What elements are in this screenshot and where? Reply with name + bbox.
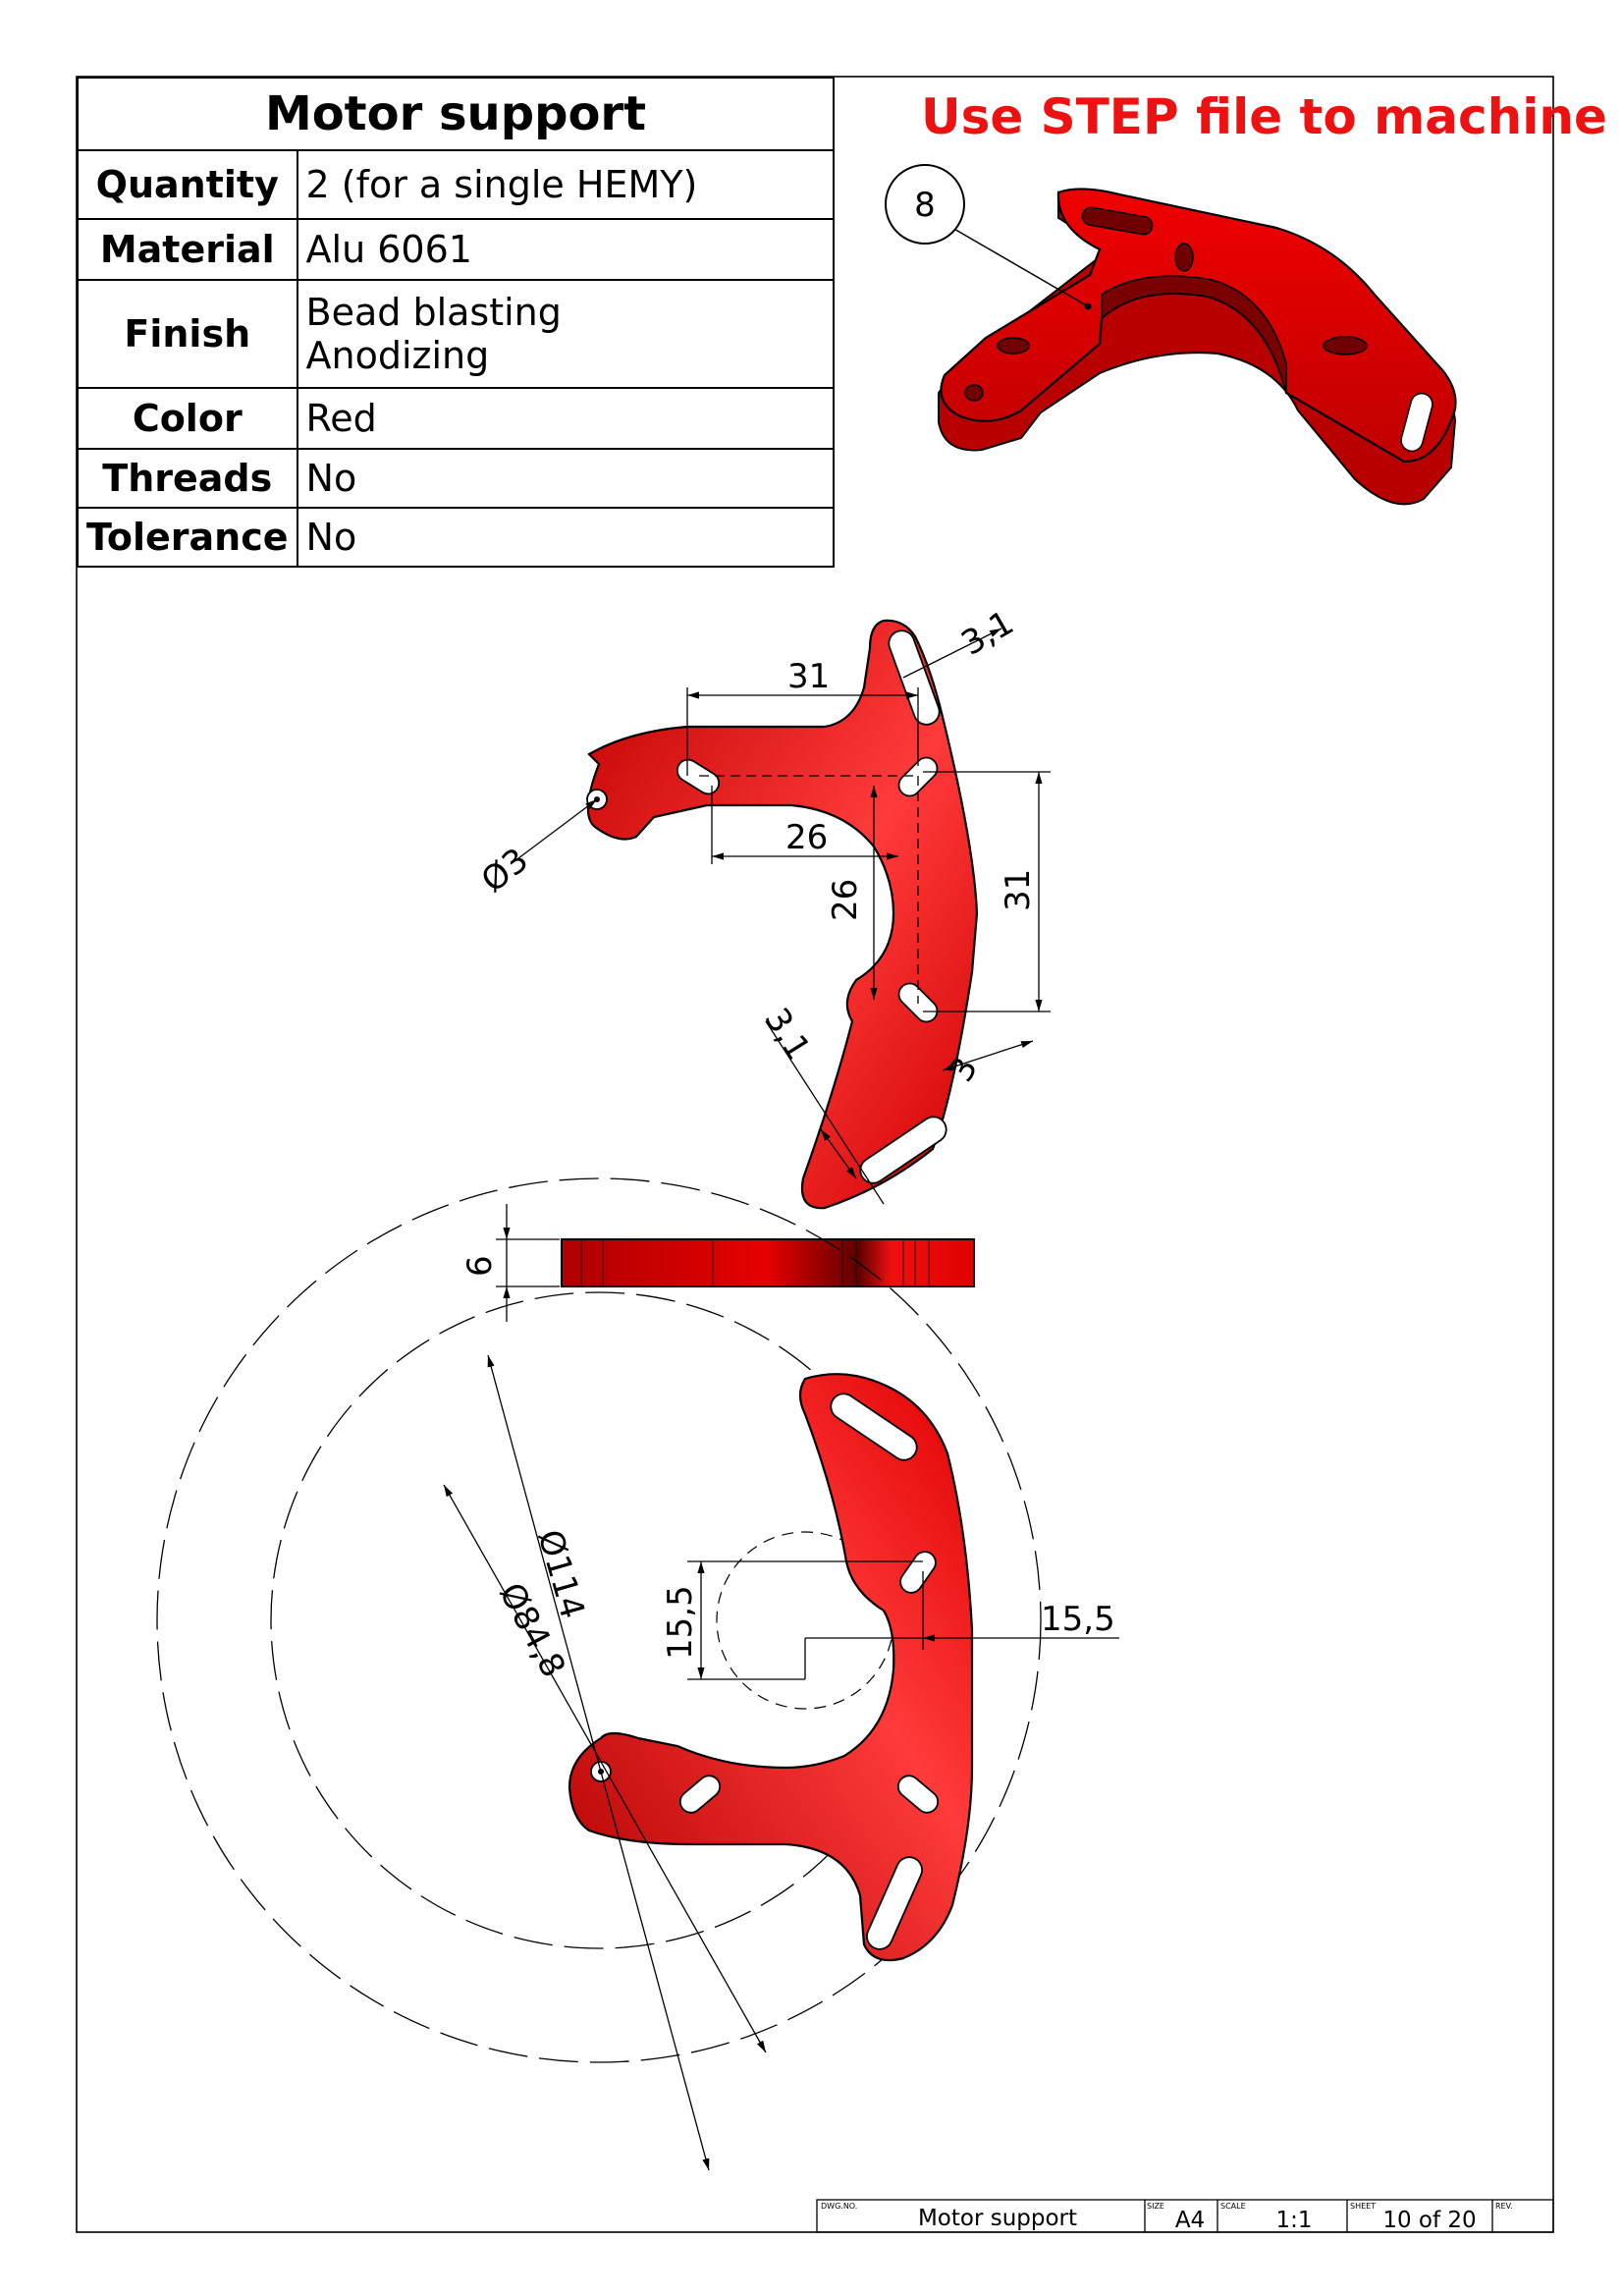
spec-val-color: Red [296,387,836,450]
dim-slot-offset-top: 3,1 [955,603,1021,664]
part-balloon [885,164,965,245]
side-view: 6 [460,1204,975,1322]
iso-view: 8 [885,164,1457,506]
spec-key-material: Material [77,218,298,281]
tb-scale: 1:1 [1275,2208,1312,2233]
spec-title: Motor support [77,77,835,151]
dim-inner-26-h: 26 [785,818,828,857]
dim-thickness: 6 [460,1255,500,1277]
top-view: 3,1 31 Ø3 26 26 31 3,1 3 [474,603,1051,1210]
balloon-number: 8 [914,186,936,225]
machining-note: Use STEP file to machine [921,88,1607,145]
spec-key-color: Color [77,387,298,450]
spec-val-quantity: 2 (for a single HEMY) [296,149,836,220]
tb-dwg-name: Motor support [918,2206,1077,2231]
dim-hole-dia: Ø3 [474,841,536,901]
dim-center-v: 15,5 [661,1585,700,1660]
spec-val-finish-1: Bead blasting [305,291,562,334]
top-view-dimensions [510,628,1051,1205]
spec-val-finish-2: Anodizing [305,334,490,377]
spec-key-finish: Finish [77,279,298,389]
dim-inner-26-v: 26 [826,879,865,921]
spec-val-material: Alu 6061 [296,218,836,281]
tb-dwg-no-label: DWG.NO. [821,2202,857,2211]
spec-val-threads: No [296,448,836,509]
dim-slot-offset-bottom: 3,1 [756,1002,818,1067]
spec-key-threads: Threads [77,448,298,509]
side-view-bar [561,1238,975,1287]
spec-table: Motor support Quantity 2 (for a single HE… [77,77,836,568]
spec-val-tolerance: No [296,507,836,568]
title-block [816,2199,1554,2233]
tb-sheet: 10 of 20 [1382,2208,1476,2233]
dim-center-h: 15,5 [1041,1600,1115,1639]
tb-rev-label: REV. [1495,2202,1513,2211]
tb-sheet-label: SHEET [1350,2202,1376,2211]
tb-size-label: SIZE [1147,2202,1164,2211]
dim-height-31: 31 [999,869,1038,911]
spec-key-tolerance: Tolerance [77,507,298,568]
tb-size: A4 [1175,2208,1205,2233]
spec-val-finish: Bead blasting Anodizing [296,279,836,389]
tb-scale-label: SCALE [1220,2202,1246,2211]
spec-key-quantity: Quantity [77,149,298,220]
front-view: Ø114 Ø84,8 15,5 15,5 [156,1177,1119,2171]
sheet-border [76,76,1554,2233]
dim-width-top: 31 [787,657,830,696]
